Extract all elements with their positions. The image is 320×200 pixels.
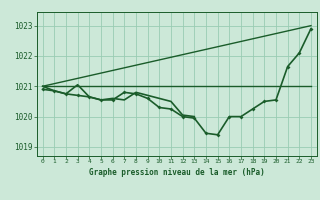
X-axis label: Graphe pression niveau de la mer (hPa): Graphe pression niveau de la mer (hPa) bbox=[89, 168, 265, 177]
